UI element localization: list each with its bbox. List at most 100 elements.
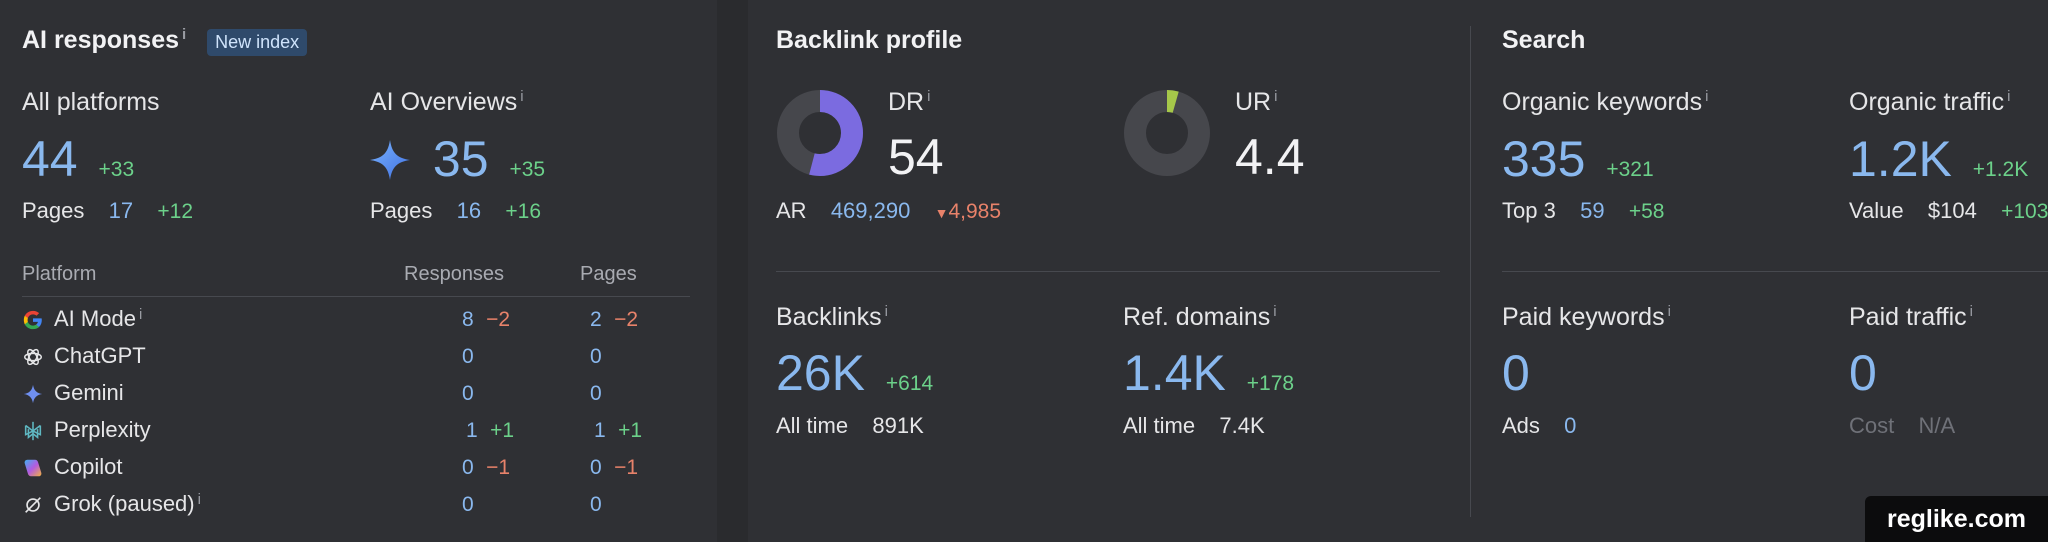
- ai-overviews-label-text: AI Overviews: [370, 88, 518, 116]
- ai-overviews-value[interactable]: 35: [432, 131, 489, 187]
- organic-keywords-value[interactable]: 335: [1502, 131, 1586, 187]
- ads-value[interactable]: 0: [1564, 413, 1577, 438]
- ref-domains-alltime: All time 7.4K: [1123, 413, 1265, 439]
- info-icon[interactable]: i: [1705, 88, 1709, 105]
- organic-traffic-value[interactable]: 1.2K: [1849, 131, 1952, 187]
- platform-name: AI Mode: [54, 306, 136, 331]
- pages-value[interactable]: 1: [594, 419, 606, 442]
- platform-name: Copilot: [54, 454, 123, 479]
- ai-overviews-pages: Pages 16 +16: [370, 198, 541, 224]
- col-responses-header[interactable]: Responses: [404, 263, 505, 285]
- section-divider: [1470, 26, 1471, 517]
- watermark: reglike.com: [1865, 496, 2048, 542]
- backlinks-value[interactable]: 26K: [776, 345, 865, 401]
- info-icon[interactable]: i: [182, 26, 187, 43]
- chatgpt-icon: [24, 349, 42, 366]
- ur-label: UR i: [1235, 88, 1277, 117]
- responses-value[interactable]: 0: [462, 456, 474, 479]
- ur-donut-chart: [1124, 90, 1210, 176]
- ads-label: Ads: [1502, 413, 1540, 438]
- ref-domains-label-text: Ref. domains: [1123, 303, 1271, 331]
- dr-value: 54: [888, 129, 944, 185]
- info-icon[interactable]: i: [1274, 88, 1278, 105]
- new-index-badge: New index: [207, 29, 308, 56]
- backlinks-alltime: All time 891K: [776, 413, 924, 439]
- cost-value: N/A: [1918, 413, 1956, 438]
- ar-label: AR: [776, 198, 807, 223]
- responses-value[interactable]: 0: [462, 382, 474, 405]
- organic-keywords-metric: 335 +321: [1502, 134, 1654, 184]
- pages-label: Pages: [370, 198, 433, 223]
- table-row[interactable]: Grok (paused) i: [22, 491, 201, 517]
- top3-value[interactable]: 59: [1580, 198, 1605, 223]
- alltime-label: All time: [776, 413, 849, 438]
- info-icon[interactable]: i: [1667, 303, 1671, 320]
- backlink-profile-title: Backlink profile: [776, 26, 963, 54]
- pages-value[interactable]: 2: [590, 308, 602, 331]
- paid-traffic-label-text: Paid traffic: [1849, 303, 1967, 331]
- responses-cell: 0: [462, 345, 474, 369]
- pages-cell: 0: [590, 382, 602, 406]
- organic-keywords-label: Organic keywords i: [1502, 88, 1708, 117]
- responses-cell: 8 −2: [462, 308, 510, 332]
- responses-value[interactable]: 0: [462, 493, 474, 516]
- info-icon[interactable]: i: [1969, 303, 1973, 320]
- responses-value[interactable]: 1: [466, 419, 478, 442]
- table-row[interactable]: Gemini: [22, 380, 124, 406]
- value-amount: $104: [1927, 198, 1977, 223]
- info-icon[interactable]: i: [1273, 303, 1277, 320]
- pages-value[interactable]: 17: [108, 198, 134, 223]
- col-pages-header[interactable]: Pages: [580, 263, 637, 285]
- responses-delta: −1: [486, 456, 511, 479]
- backlink-divider: [776, 271, 1440, 272]
- ur-donut-fill: [1124, 90, 1210, 176]
- table-row[interactable]: AI Mode i: [22, 306, 142, 332]
- organic-keywords-delta: +321: [1606, 158, 1654, 181]
- ur-label-text: UR: [1235, 88, 1272, 116]
- ref-domains-metric: 1.4K +178: [1123, 348, 1294, 398]
- info-icon[interactable]: i: [884, 303, 888, 320]
- pages-value[interactable]: 0: [590, 345, 602, 368]
- pages-cell: 0 −1: [590, 456, 638, 480]
- pages-cell: 1 +1: [594, 419, 642, 443]
- paid-traffic-value[interactable]: 0: [1849, 345, 1877, 401]
- perplexity-icon: [24, 422, 42, 441]
- table-row[interactable]: Copilot: [22, 454, 122, 480]
- pages-cell: 2 −2: [590, 308, 638, 332]
- dr-label-text: DR: [888, 88, 925, 116]
- ads-row: Ads 0: [1502, 413, 1576, 439]
- backlinks-label-text: Backlinks: [776, 303, 882, 331]
- all-platforms-label: All platforms: [22, 88, 160, 117]
- all-platforms-value[interactable]: 44: [22, 131, 78, 187]
- table-row[interactable]: ChatGPT: [22, 343, 146, 369]
- search-title: Search: [1502, 26, 1586, 54]
- pages-value[interactable]: 0: [590, 456, 602, 479]
- ai-overviews-label: AI Overviews i: [370, 88, 524, 117]
- pages-delta: +1: [618, 419, 643, 442]
- pages-value[interactable]: 16: [456, 198, 482, 223]
- all-platforms-label-text: All platforms: [22, 88, 160, 116]
- responses-value[interactable]: 8: [462, 308, 474, 331]
- responses-value[interactable]: 0: [462, 345, 474, 368]
- paid-traffic-label: Paid traffic i: [1849, 303, 1973, 332]
- sparkle-icon: [370, 140, 410, 180]
- info-icon[interactable]: i: [2007, 88, 2011, 105]
- paid-keywords-value[interactable]: 0: [1502, 345, 1530, 401]
- top3-delta: +58: [1628, 200, 1665, 223]
- table-row[interactable]: Perplexity: [22, 417, 151, 443]
- ar-value[interactable]: 469,290: [830, 198, 911, 223]
- pages-value[interactable]: 0: [590, 493, 602, 516]
- pages-value[interactable]: 0: [590, 382, 602, 405]
- info-icon[interactable]: i: [927, 88, 931, 105]
- info-icon[interactable]: i: [138, 306, 143, 323]
- top3-row: Top 3 59 +58: [1502, 198, 1664, 224]
- organic-traffic-label-text: Organic traffic: [1849, 88, 2005, 116]
- info-icon[interactable]: i: [520, 88, 524, 105]
- info-icon[interactable]: i: [197, 491, 201, 508]
- ref-domains-delta: +178: [1246, 372, 1295, 395]
- alltime-value: 7.4K: [1219, 413, 1265, 438]
- ref-domains-value[interactable]: 1.4K: [1123, 345, 1226, 401]
- ur-value: 4.4: [1235, 129, 1305, 185]
- all-platforms-delta: +33: [98, 158, 135, 181]
- platform-name: Perplexity: [54, 417, 151, 442]
